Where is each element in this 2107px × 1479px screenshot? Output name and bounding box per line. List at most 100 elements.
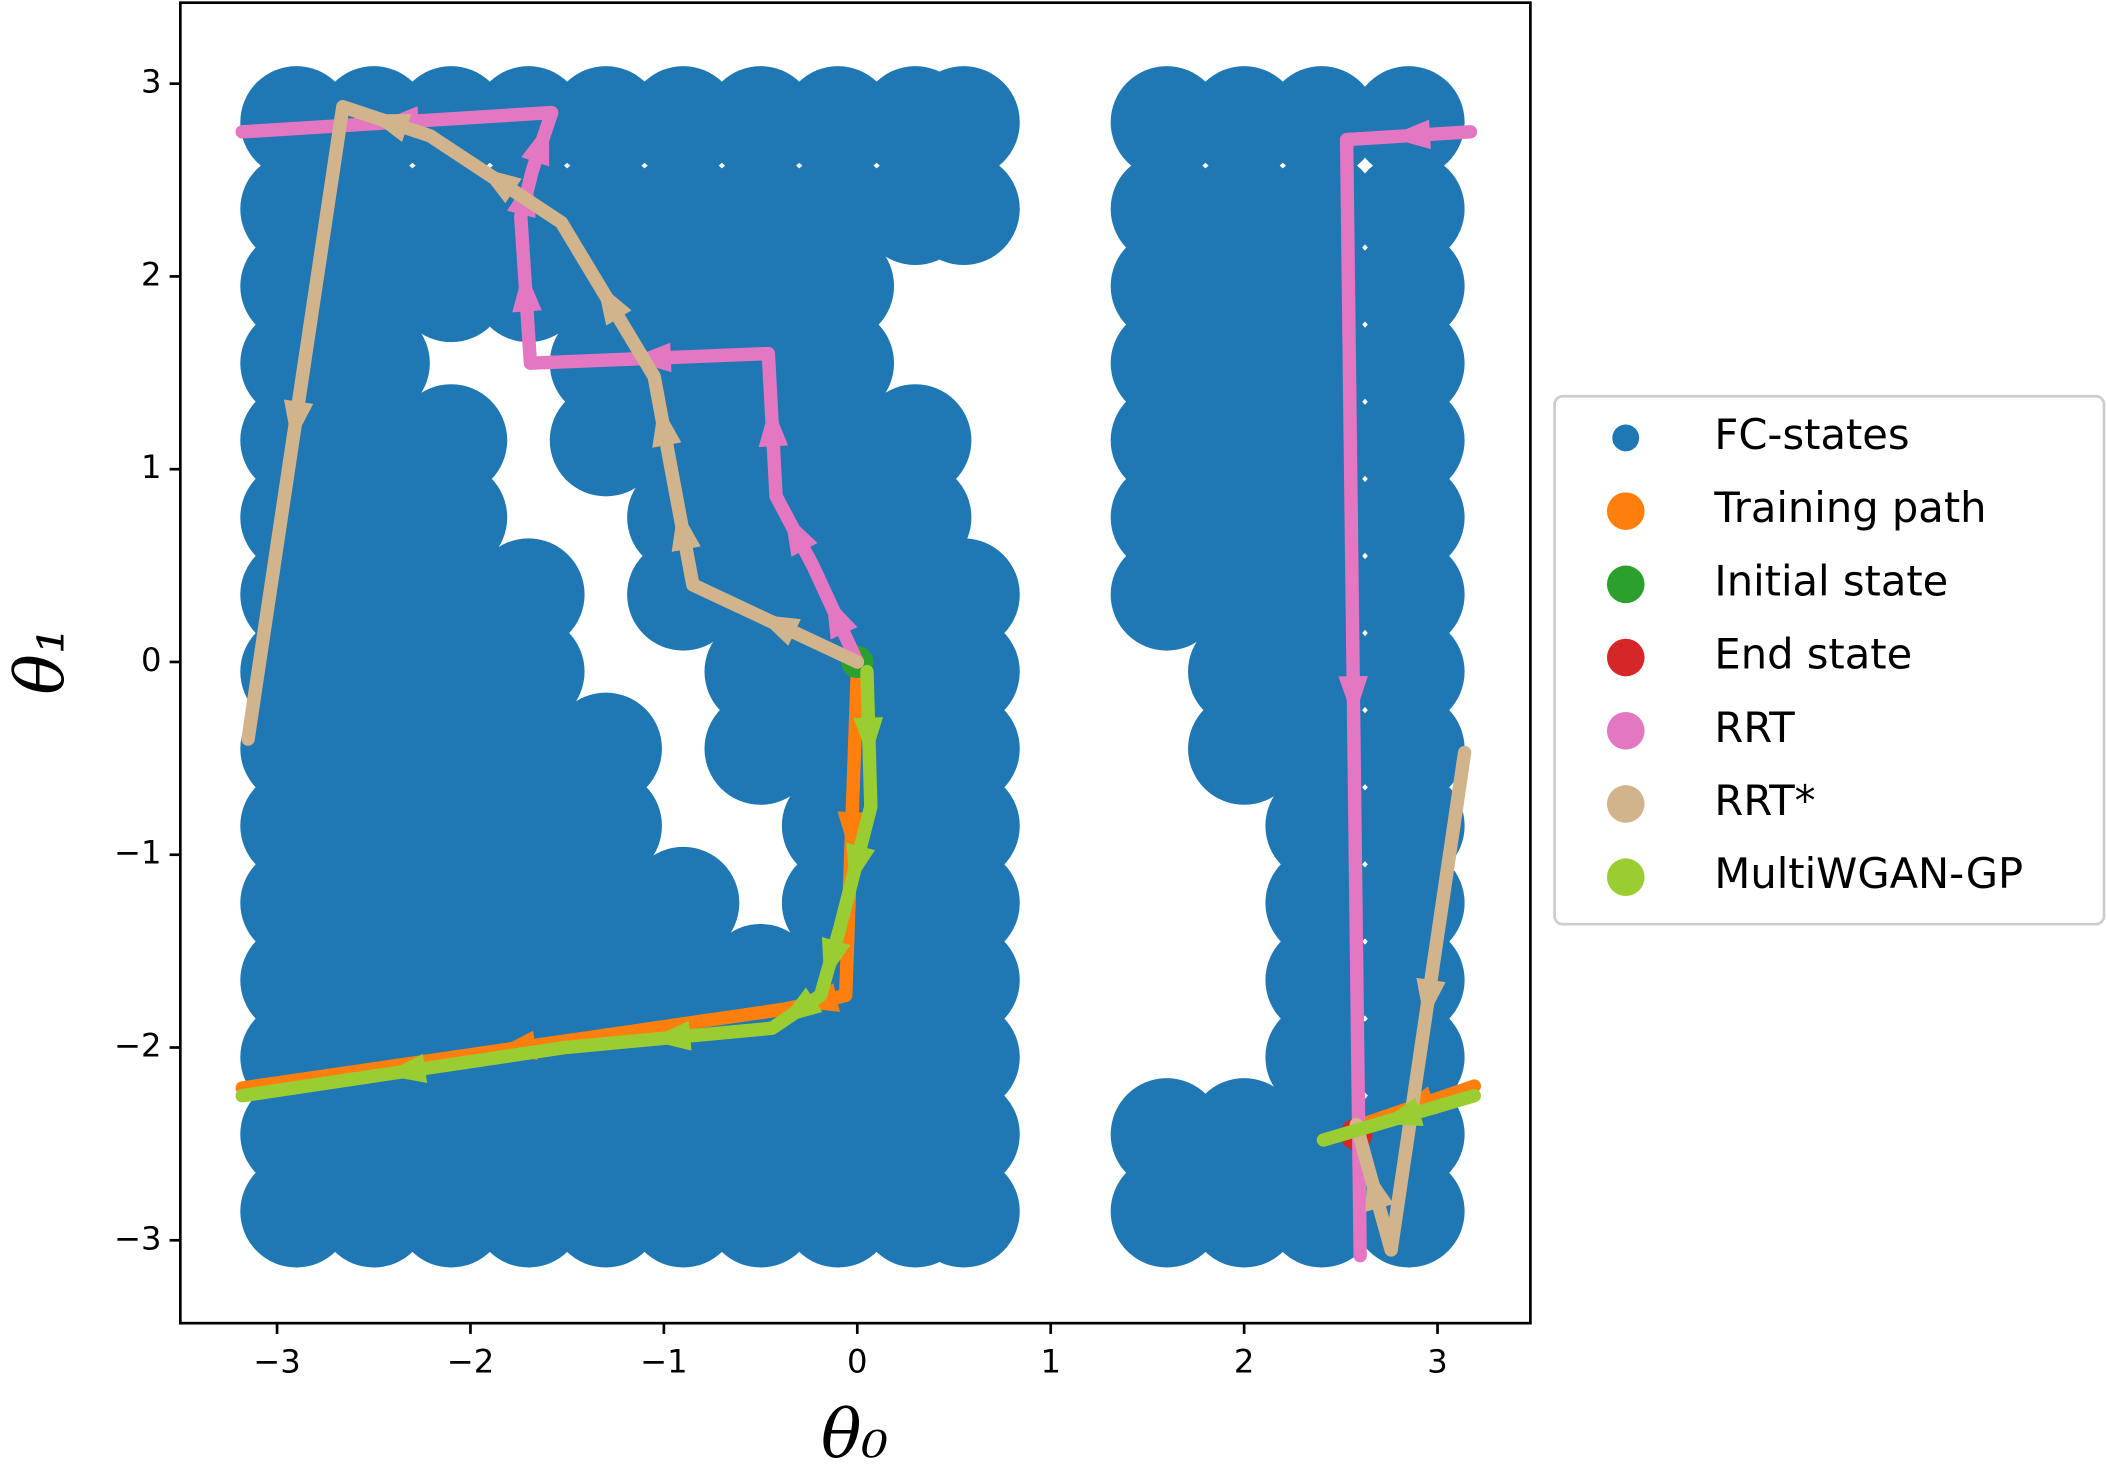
- state-point: [1352, 152, 1465, 266]
- state-point: [1110, 1078, 1223, 1191]
- state-point: [704, 1078, 817, 1191]
- x-tick-label: 1: [1040, 1342, 1061, 1380]
- state-point: [1110, 1155, 1223, 1268]
- state-point: [549, 846, 662, 960]
- legend-label: MultiWGAN-GP: [1714, 849, 2023, 898]
- y-tick-label: −3: [114, 1219, 162, 1257]
- state-point: [627, 538, 740, 651]
- state-point: [395, 461, 508, 574]
- state-point: [1352, 769, 1465, 882]
- state-point: [1352, 66, 1465, 179]
- state-point: [549, 384, 662, 497]
- direction-arrow: [784, 511, 818, 557]
- legend-marker: [1606, 858, 1645, 896]
- state-point: [395, 769, 508, 882]
- state-point: [1188, 538, 1301, 651]
- state-point: [395, 1155, 508, 1268]
- state-point: [549, 923, 662, 1037]
- state-point: [317, 229, 430, 343]
- state-point: [1110, 307, 1223, 420]
- direction-arrow: [755, 614, 801, 646]
- direction-arrow: [1416, 977, 1446, 1023]
- legend-label: End state: [1714, 630, 1912, 679]
- direction-arrow: [521, 121, 550, 167]
- state-point: [1352, 1001, 1465, 1114]
- state-point: [472, 66, 585, 179]
- legend-label: Initial state: [1714, 556, 1948, 605]
- x-tick-label: 0: [847, 1342, 868, 1380]
- direction-arrow: [821, 936, 851, 983]
- x-tick-label: −3: [253, 1342, 300, 1380]
- state-point: [1188, 152, 1301, 266]
- axes: −3 −2 −1 0 1 2 3 −3 −2 −1 0 1 2 3: [114, 63, 1448, 1381]
- state-point: [1188, 615, 1301, 728]
- state-point: [472, 1078, 585, 1191]
- direction-arrow: [826, 594, 858, 640]
- state-point: [1110, 384, 1223, 497]
- state-point: [781, 229, 895, 343]
- state-point: [240, 307, 353, 420]
- state-point: [704, 692, 817, 805]
- direction-arrow: [671, 506, 701, 552]
- state-point: [317, 152, 430, 266]
- x-tick-label: 2: [1234, 1342, 1255, 1380]
- state-point: [472, 846, 585, 960]
- state-point: [1188, 229, 1301, 343]
- state-point: [395, 615, 508, 728]
- direction-arrow: [283, 399, 314, 445]
- state-point: [1352, 307, 1465, 420]
- state-point: [704, 229, 817, 343]
- direction-arrow: [837, 811, 868, 856]
- direction-arrow: [1387, 119, 1431, 150]
- state-point: [1110, 229, 1223, 343]
- state-point: [704, 307, 817, 420]
- state-point: [627, 229, 740, 343]
- state-point: [627, 152, 740, 266]
- direction-arrow: [365, 113, 412, 143]
- state-point: [1188, 384, 1301, 497]
- state-point: [317, 307, 430, 420]
- state-point: [627, 923, 740, 1037]
- legend-marker: [1606, 785, 1645, 823]
- state-point: [1265, 1001, 1378, 1114]
- y-axis-label: θ₁: [2, 627, 80, 694]
- x-tick-label: 3: [1427, 1342, 1448, 1380]
- state-point: [395, 538, 508, 651]
- state-point: [1265, 923, 1378, 1037]
- state-point: [1188, 461, 1301, 574]
- state-point: [317, 1078, 430, 1191]
- state-point: [240, 769, 353, 882]
- legend-label: Training path: [1713, 483, 1986, 532]
- state-point: [907, 66, 1020, 179]
- state-point: [1352, 461, 1465, 574]
- state-point: [627, 66, 740, 179]
- y-tick-label: 2: [141, 255, 162, 293]
- state-point: [472, 692, 585, 805]
- state-point: [627, 1078, 740, 1191]
- state-point: [781, 384, 895, 497]
- direction-arrow: [652, 402, 682, 448]
- state-point: [1188, 66, 1301, 179]
- state-point: [472, 538, 585, 651]
- state-point: [549, 1078, 662, 1191]
- plot-area: [235, 66, 1481, 1268]
- state-point: [395, 692, 508, 805]
- state-point: [781, 307, 895, 420]
- state-point: [549, 769, 662, 882]
- state-point: [781, 1001, 895, 1114]
- legend-box: [1553, 394, 2106, 926]
- state-point: [317, 692, 430, 805]
- state-point: [395, 229, 508, 343]
- state-point: [1352, 538, 1465, 651]
- state-point: [1188, 692, 1301, 805]
- state-point: [240, 461, 353, 574]
- direction-arrow: [477, 167, 522, 204]
- state-point: [395, 1078, 508, 1191]
- state-point: [395, 846, 508, 960]
- legend-label: RRT: [1714, 703, 1795, 752]
- direction-arrow: [758, 403, 789, 448]
- state-point: [549, 692, 662, 805]
- state-point: [472, 1155, 585, 1268]
- state-point: [317, 846, 430, 960]
